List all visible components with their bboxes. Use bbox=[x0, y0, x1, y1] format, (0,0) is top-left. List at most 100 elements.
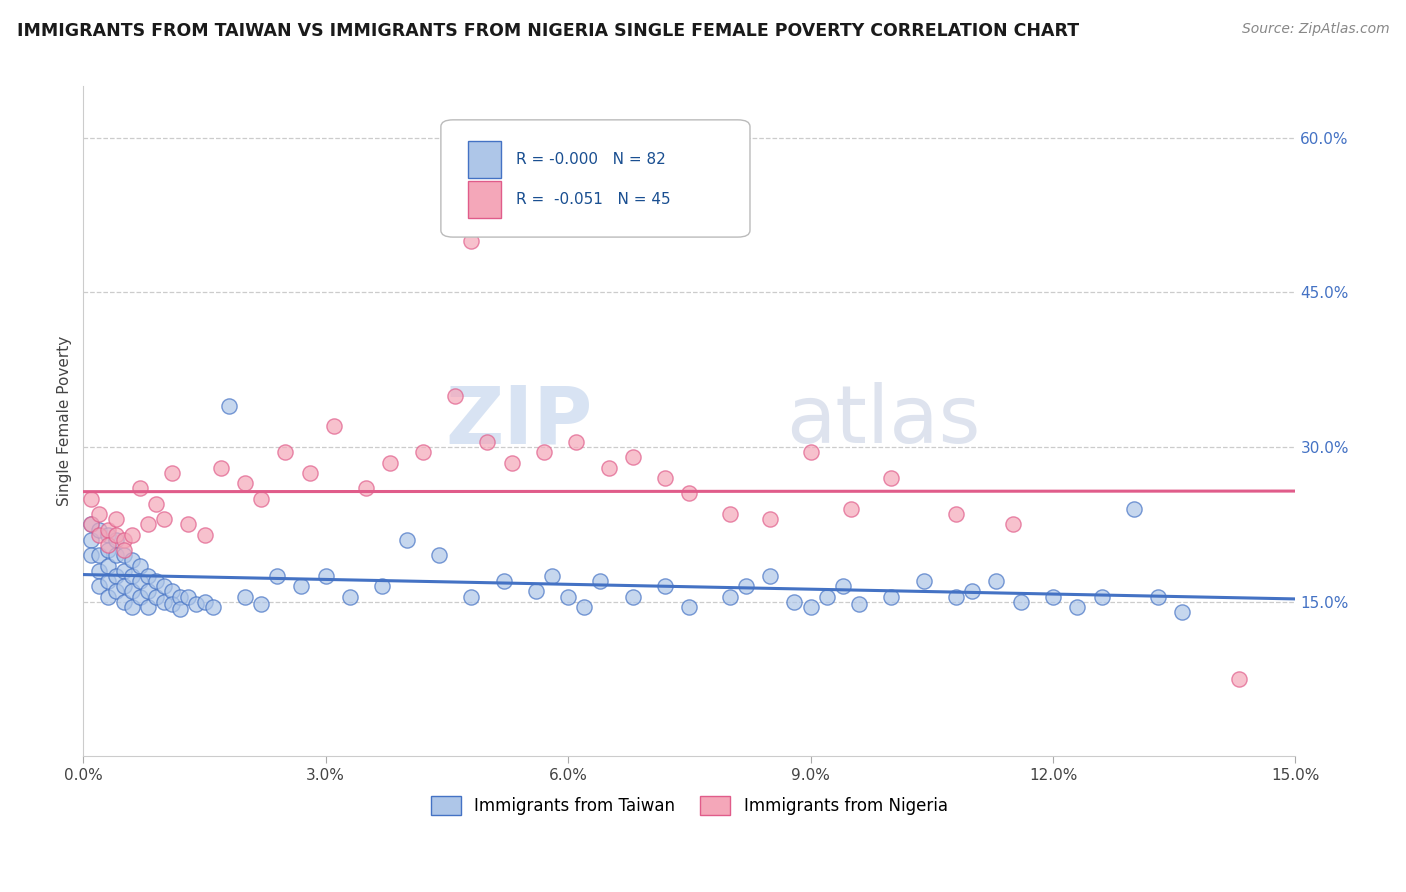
Point bbox=[735, 579, 758, 593]
Point bbox=[839, 502, 862, 516]
Point bbox=[136, 517, 159, 532]
FancyBboxPatch shape bbox=[468, 141, 502, 178]
Point bbox=[112, 549, 135, 563]
Point bbox=[800, 445, 823, 459]
Point bbox=[128, 590, 150, 604]
Point bbox=[290, 579, 312, 593]
Point bbox=[112, 543, 135, 558]
Point bbox=[298, 466, 321, 480]
Point bbox=[832, 579, 855, 593]
Point bbox=[541, 569, 564, 583]
Point bbox=[1147, 590, 1170, 604]
Point bbox=[96, 574, 118, 588]
Point bbox=[501, 456, 523, 470]
Point bbox=[574, 599, 596, 614]
Point bbox=[589, 574, 612, 588]
Point bbox=[96, 590, 118, 604]
Point bbox=[80, 517, 103, 532]
Point bbox=[104, 569, 127, 583]
Point bbox=[128, 574, 150, 588]
Point bbox=[121, 527, 143, 541]
Point bbox=[1171, 605, 1194, 619]
Legend: Immigrants from Taiwan, Immigrants from Nigeria: Immigrants from Taiwan, Immigrants from … bbox=[425, 789, 955, 822]
Point bbox=[186, 597, 208, 611]
Point bbox=[492, 574, 515, 588]
Point bbox=[121, 599, 143, 614]
Point bbox=[274, 445, 297, 459]
Point bbox=[1001, 517, 1024, 532]
Point bbox=[121, 569, 143, 583]
Point bbox=[89, 507, 111, 521]
Point bbox=[169, 602, 191, 616]
Point bbox=[233, 476, 256, 491]
Point bbox=[986, 574, 1008, 588]
Point bbox=[1066, 599, 1088, 614]
Point bbox=[1227, 672, 1250, 686]
Text: IMMIGRANTS FROM TAIWAN VS IMMIGRANTS FROM NIGERIA SINGLE FEMALE POVERTY CORRELAT: IMMIGRANTS FROM TAIWAN VS IMMIGRANTS FRO… bbox=[17, 22, 1078, 40]
Point bbox=[104, 549, 127, 563]
Point bbox=[89, 549, 111, 563]
Point bbox=[96, 558, 118, 573]
Point bbox=[121, 553, 143, 567]
Point bbox=[136, 569, 159, 583]
Point bbox=[718, 507, 741, 521]
Text: R =  -0.051   N = 45: R = -0.051 N = 45 bbox=[516, 192, 671, 207]
Point bbox=[477, 434, 499, 449]
Point bbox=[193, 595, 215, 609]
Point bbox=[112, 564, 135, 578]
Point bbox=[136, 584, 159, 599]
Point bbox=[654, 579, 676, 593]
Point bbox=[880, 471, 903, 485]
Point bbox=[96, 523, 118, 537]
Point bbox=[160, 597, 183, 611]
Point bbox=[145, 497, 167, 511]
Point bbox=[136, 599, 159, 614]
Point bbox=[121, 584, 143, 599]
Point bbox=[524, 584, 547, 599]
FancyBboxPatch shape bbox=[468, 181, 502, 219]
Point bbox=[153, 595, 176, 609]
Point bbox=[209, 460, 232, 475]
Point bbox=[80, 517, 103, 532]
Point bbox=[177, 590, 200, 604]
Point bbox=[380, 456, 402, 470]
Point bbox=[218, 399, 240, 413]
Point bbox=[104, 584, 127, 599]
Point bbox=[104, 527, 127, 541]
Text: atlas: atlas bbox=[786, 383, 981, 460]
Point bbox=[322, 419, 344, 434]
Point bbox=[104, 512, 127, 526]
Point bbox=[1042, 590, 1064, 604]
Point bbox=[80, 549, 103, 563]
Point bbox=[160, 584, 183, 599]
Point bbox=[678, 599, 700, 614]
Point bbox=[128, 558, 150, 573]
Point bbox=[89, 579, 111, 593]
Text: ZIP: ZIP bbox=[446, 383, 592, 460]
Point bbox=[339, 590, 361, 604]
Point bbox=[354, 481, 377, 495]
Point bbox=[598, 460, 620, 475]
Point bbox=[654, 471, 676, 485]
Point bbox=[880, 590, 903, 604]
Point bbox=[557, 590, 579, 604]
Point bbox=[96, 538, 118, 552]
Point bbox=[112, 533, 135, 547]
Point bbox=[128, 481, 150, 495]
Point bbox=[80, 491, 103, 506]
Point bbox=[371, 579, 394, 593]
Point bbox=[1010, 595, 1032, 609]
Point bbox=[848, 597, 870, 611]
Point bbox=[112, 595, 135, 609]
Point bbox=[395, 533, 418, 547]
Point bbox=[89, 564, 111, 578]
Point bbox=[718, 590, 741, 604]
Point bbox=[145, 590, 167, 604]
Point bbox=[621, 590, 644, 604]
Point bbox=[145, 574, 167, 588]
Point bbox=[533, 445, 555, 459]
FancyBboxPatch shape bbox=[441, 120, 749, 237]
Text: Source: ZipAtlas.com: Source: ZipAtlas.com bbox=[1241, 22, 1389, 37]
Point bbox=[250, 597, 273, 611]
Point bbox=[444, 388, 467, 402]
